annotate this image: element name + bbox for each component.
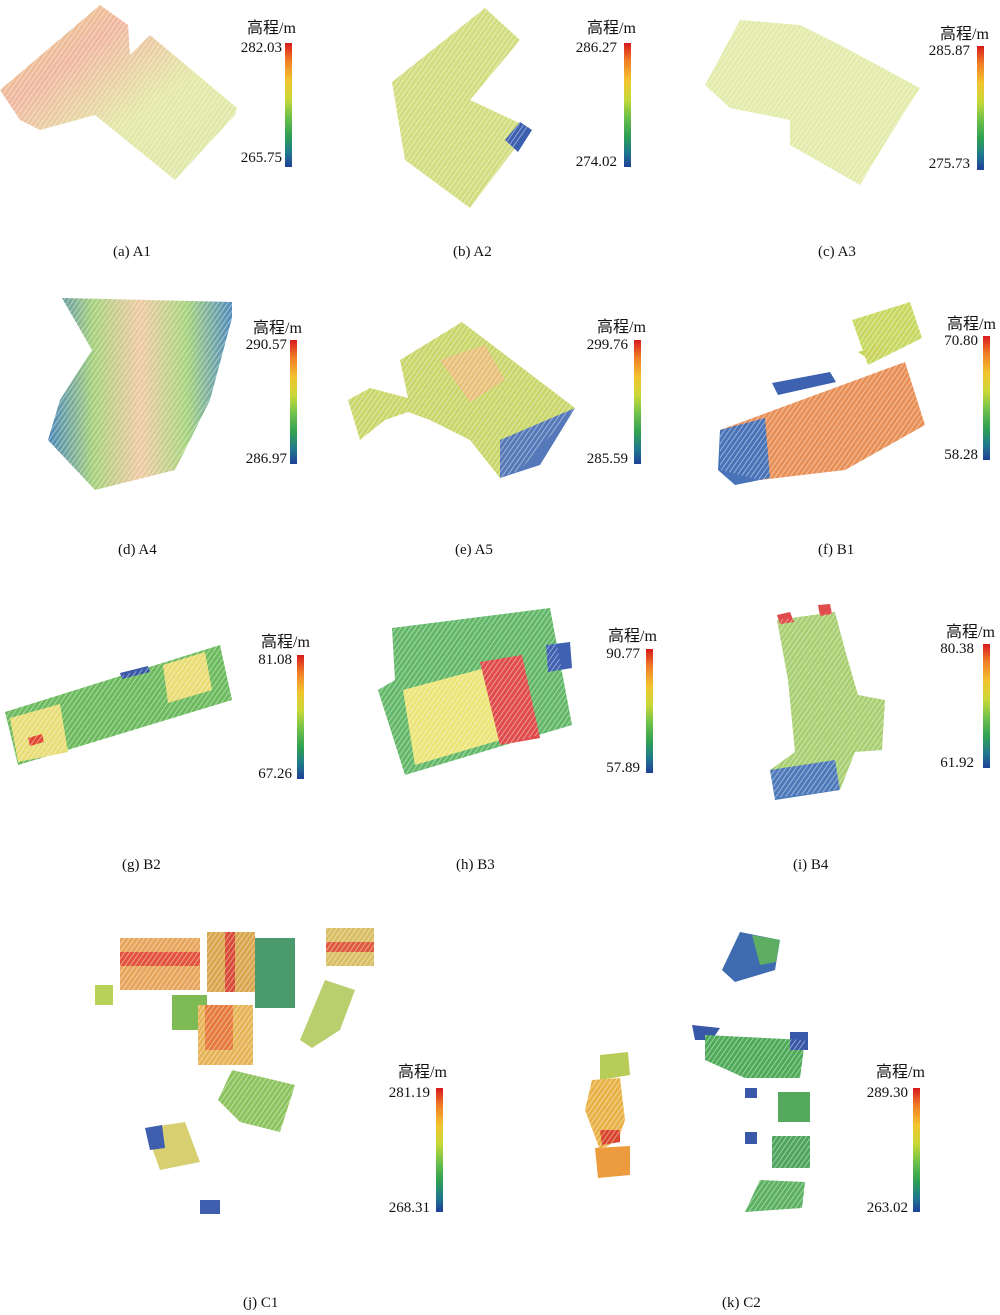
caption: (g) B2	[122, 857, 161, 873]
caption: (e) A5	[455, 542, 493, 558]
point-cloud-a4	[48, 298, 232, 490]
caption: (b) A2	[453, 244, 492, 260]
legend-min: 61.92	[940, 755, 974, 771]
point-cloud-a2	[392, 8, 532, 208]
colorbar	[983, 644, 990, 768]
legend-title: 高程/m	[876, 1064, 925, 1081]
point-cloud-b4	[770, 604, 885, 800]
legend-min: 67.26	[258, 766, 292, 782]
legend-min: 285.59	[586, 451, 628, 467]
legend-max: 286.27	[575, 40, 617, 56]
legend-min: 268.31	[388, 1200, 430, 1216]
legend-title: 高程/m	[587, 20, 636, 37]
colorbar	[285, 43, 292, 167]
caption: (k) C2	[722, 1295, 761, 1311]
colorbar	[646, 649, 653, 773]
legend-max: 281.19	[388, 1085, 430, 1101]
caption: (d) A4	[118, 542, 157, 558]
point-cloud-a3	[705, 20, 920, 185]
legend-title: 高程/m	[597, 319, 646, 336]
legend-title: 高程/m	[946, 624, 995, 641]
legend-title: 高程/m	[940, 26, 989, 43]
legend-min: 275.73	[928, 156, 970, 172]
colorbar	[297, 655, 304, 779]
legend-title: 高程/m	[398, 1064, 447, 1081]
caption: (c) A3	[818, 244, 856, 260]
legend-max: 81.08	[258, 652, 292, 668]
legend-min: 263.02	[866, 1200, 908, 1216]
legend-max: 90.77	[606, 646, 640, 662]
caption: (j) C1	[243, 1295, 279, 1311]
colorbar	[436, 1088, 443, 1212]
colorbar	[913, 1088, 920, 1212]
point-cloud-a1	[0, 5, 237, 180]
point-cloud-c2	[585, 932, 810, 1212]
legend-min: 57.89	[606, 760, 640, 776]
colorbar	[290, 340, 297, 464]
legend-min: 286.97	[245, 451, 287, 467]
legend-max: 70.80	[944, 333, 978, 349]
legend-min: 265.75	[240, 150, 282, 166]
point-cloud-b2	[5, 645, 232, 765]
legend-min: 274.02	[575, 154, 617, 170]
point-cloud-a5	[348, 322, 575, 478]
legend-max: 282.03	[240, 40, 282, 56]
caption: (f) B1	[818, 542, 855, 558]
legend-max: 285.87	[928, 43, 970, 59]
legend-max: 289.30	[866, 1085, 908, 1101]
legend-max: 290.57	[245, 337, 287, 353]
legend-max: 80.38	[940, 641, 974, 657]
legend-title: 高程/m	[608, 628, 657, 645]
colorbar	[977, 46, 984, 170]
legend-title: 高程/m	[253, 320, 302, 337]
colorbar	[634, 340, 641, 464]
point-cloud-b3	[378, 608, 572, 775]
point-cloud-c1	[95, 928, 374, 1214]
colorbar	[983, 336, 990, 460]
legend-max: 299.76	[586, 337, 628, 353]
caption: (a) A1	[113, 244, 151, 260]
caption: (h) B3	[456, 857, 495, 873]
legend-min: 58.28	[944, 447, 978, 463]
legend-title: 高程/m	[261, 634, 310, 651]
point-cloud-b1	[718, 302, 925, 485]
legend-title: 高程/m	[947, 316, 996, 333]
legend-title: 高程/m	[247, 20, 296, 37]
colorbar	[624, 43, 631, 167]
caption: (i) B4	[793, 857, 829, 873]
